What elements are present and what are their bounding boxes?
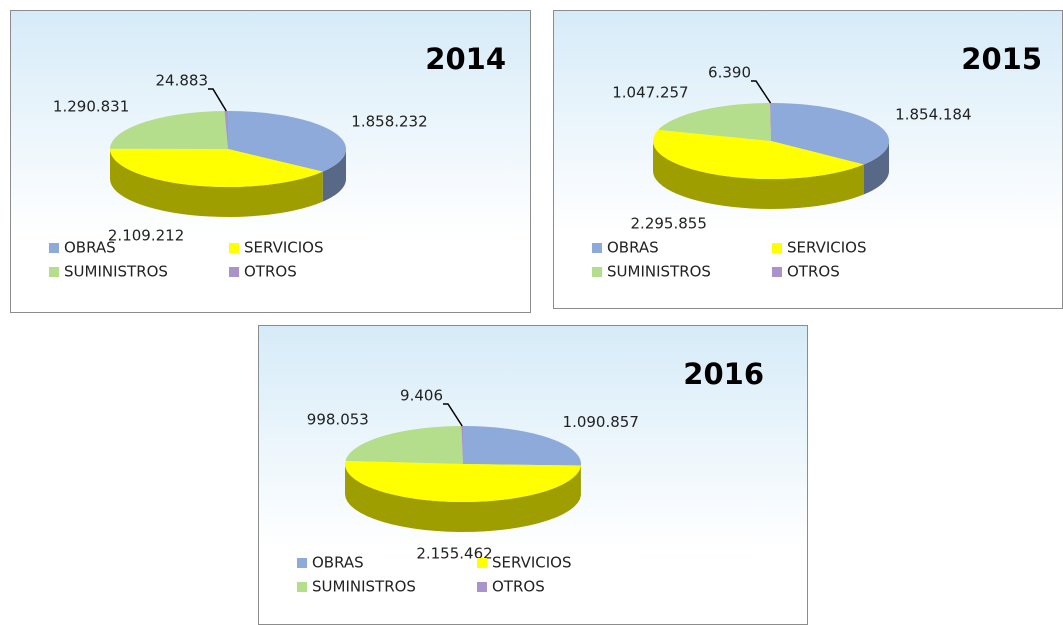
data-label: 1.090.857 <box>563 413 639 431</box>
legend-swatch <box>229 267 239 277</box>
legend-swatch <box>229 243 239 253</box>
legend-label: SUMINISTROS <box>312 578 416 596</box>
data-label: 24.883 <box>156 72 209 90</box>
data-label: 1.858.232 <box>351 113 427 131</box>
legend-label: OBRAS <box>312 554 364 572</box>
legend-swatch <box>592 243 602 253</box>
leader-line <box>443 404 462 426</box>
legend-swatch <box>772 267 782 277</box>
chart-box: 2014 1.858.232 2.109.212 1.290.831 24.883 OBR… <box>10 10 531 313</box>
leader-line <box>208 89 226 111</box>
legend-swatch <box>49 243 59 253</box>
data-label: 2.295.855 <box>631 215 707 233</box>
legend-label: SUMINISTROS <box>64 263 168 281</box>
chart: 2015 1.854.184 2.295.855 1.047.257 6.390 OBRA… <box>554 11 1062 308</box>
legend-swatch <box>772 243 782 253</box>
chart-box: 2015 1.854.184 2.295.855 1.047.257 6.390 OBRA… <box>553 10 1063 309</box>
data-label: 9.406 <box>400 387 443 405</box>
legend-swatch <box>49 267 59 277</box>
data-label: 1.854.184 <box>895 105 971 123</box>
chart-title: 2015 <box>961 42 1042 76</box>
chart-title: 2016 <box>683 357 764 391</box>
data-label: 1.290.831 <box>53 98 129 116</box>
legend-swatch <box>477 558 487 568</box>
legend-swatch <box>477 582 487 592</box>
legend-label: SUMINISTROS <box>607 263 711 281</box>
pie-slice <box>463 426 581 466</box>
data-label: 998.053 <box>307 411 369 429</box>
legend-swatch <box>297 558 307 568</box>
pie-slice <box>345 426 463 464</box>
data-label: 1.047.257 <box>612 83 688 101</box>
chart: 2014 1.858.232 2.109.212 1.290.831 24.883 OBR… <box>11 11 530 312</box>
legend-label: SERVICIOS <box>787 239 867 257</box>
chart-title: 2014 <box>425 42 506 76</box>
legend-label: OTROS <box>787 263 840 281</box>
legend-label: OBRAS <box>64 239 116 257</box>
legend-label: SERVICIOS <box>492 554 572 572</box>
leader-line <box>751 81 771 103</box>
legend-label: OBRAS <box>607 239 659 257</box>
data-label: 6.390 <box>708 64 751 82</box>
legend-label: OTROS <box>244 263 297 281</box>
legend-swatch <box>592 267 602 277</box>
legend-label: OTROS <box>492 578 545 596</box>
legend-label: SERVICIOS <box>244 239 324 257</box>
data-label: 2.109.212 <box>108 226 184 244</box>
legend-swatch <box>297 582 307 592</box>
pie-slice <box>110 111 228 149</box>
